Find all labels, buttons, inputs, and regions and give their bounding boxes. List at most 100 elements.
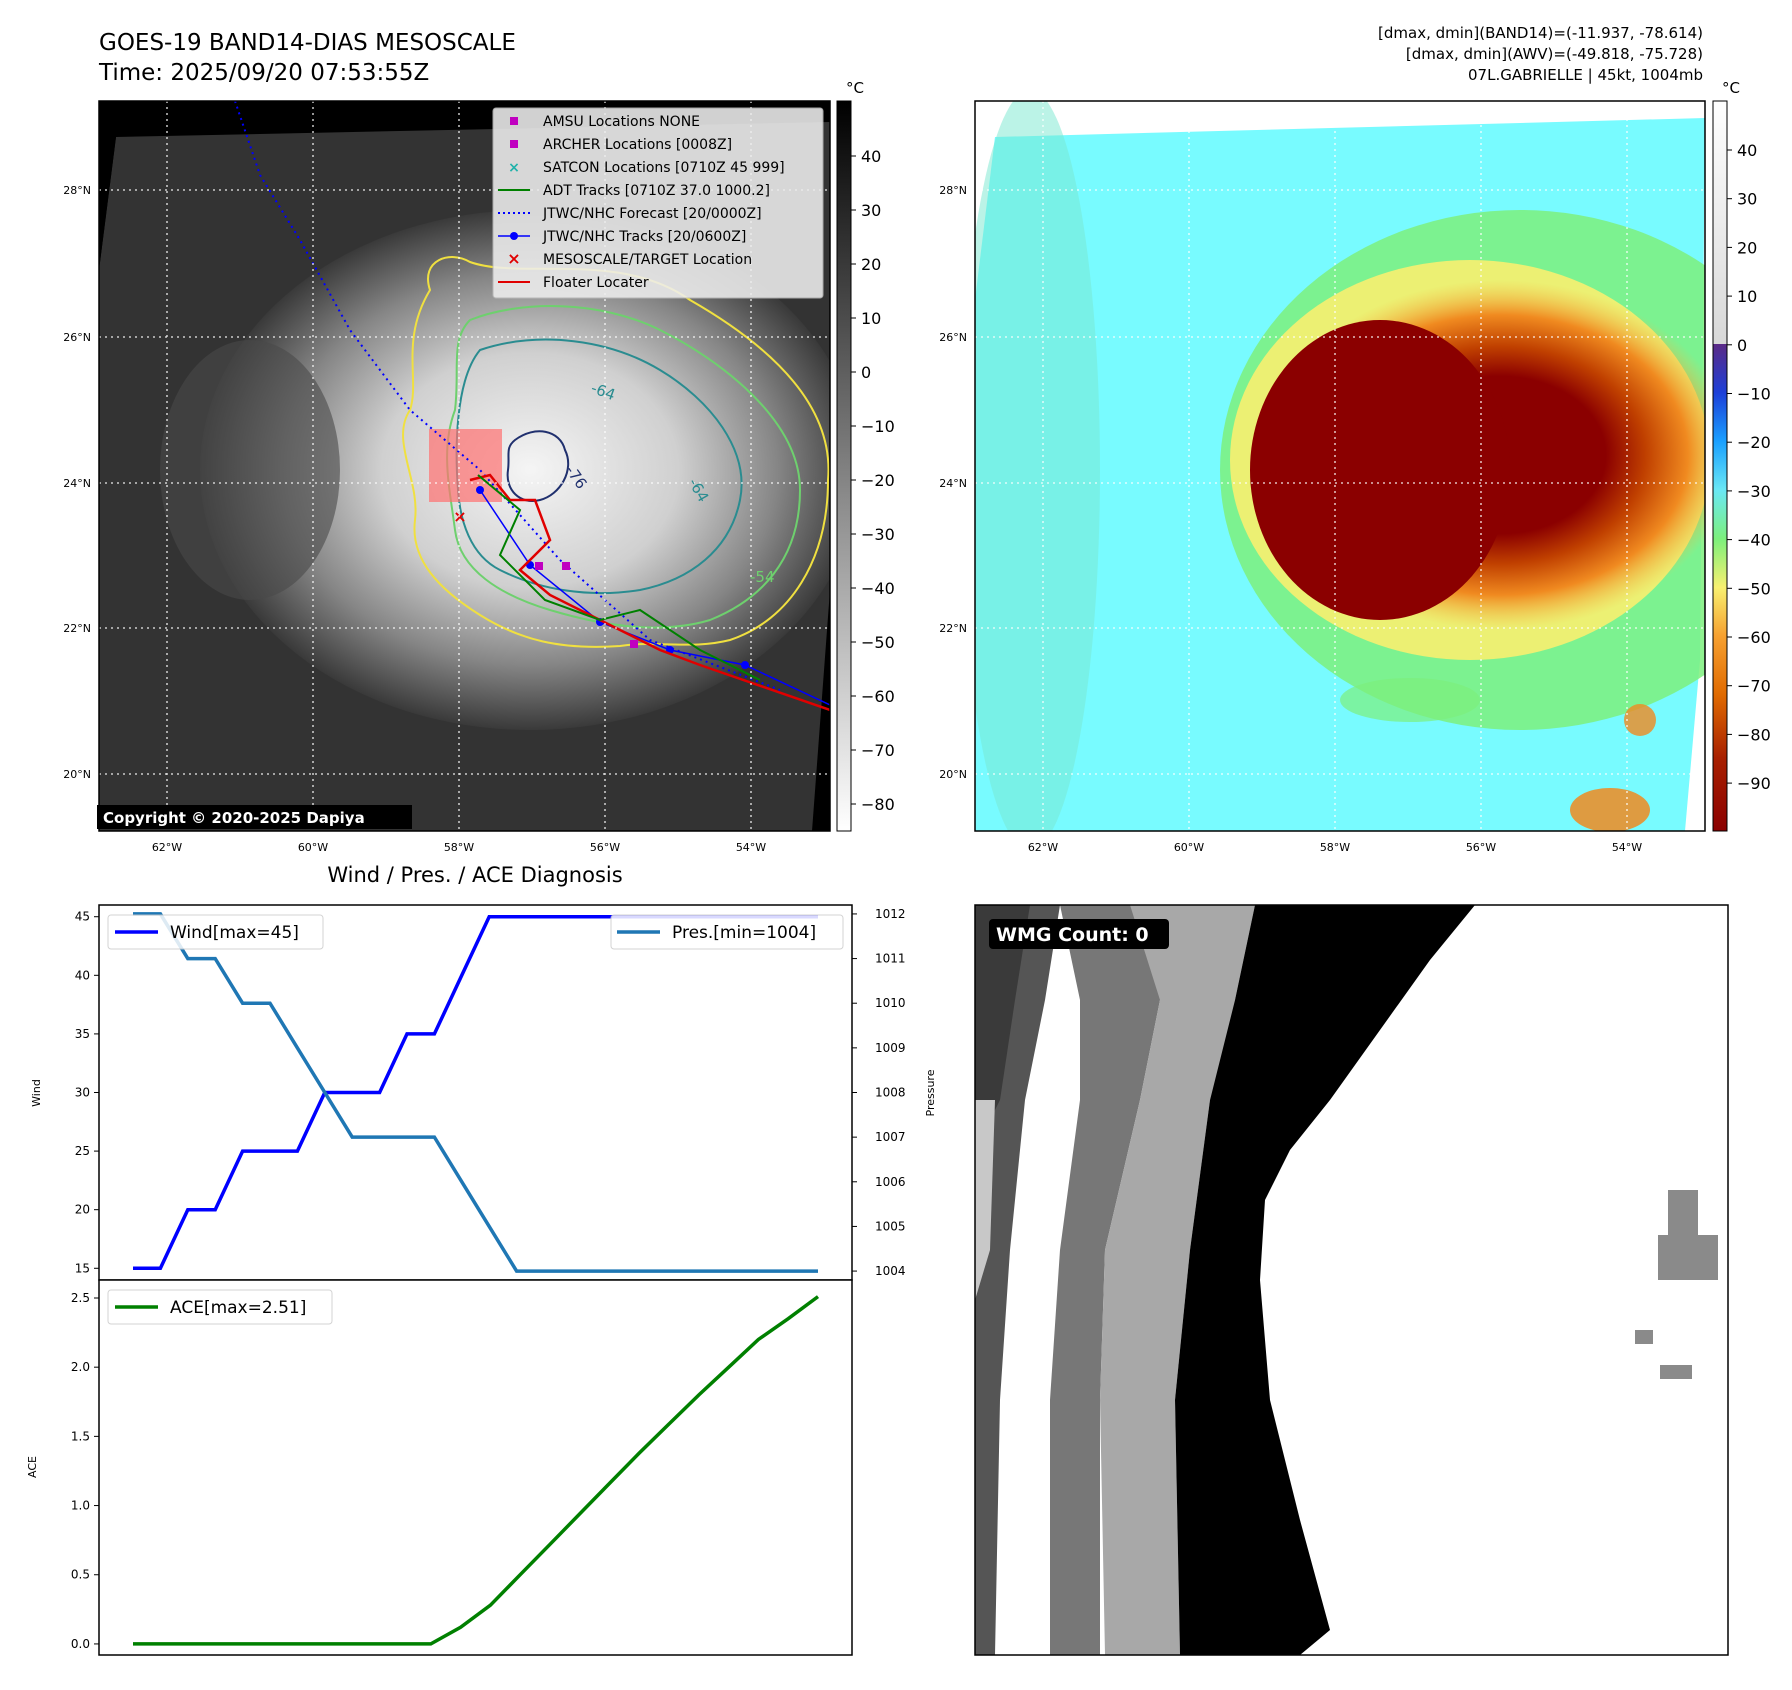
- colorbar-tick: −80: [861, 795, 895, 814]
- colorbar-right: °C 40 30 20 10 0 −10 −20 −30 −40 −50 −60 −70 −80 −90: [1712, 79, 1771, 832]
- forecast-track: [234, 101, 781, 691]
- legend-marker: ×: [508, 160, 520, 176]
- colorbar-tick: −10: [861, 417, 895, 436]
- wind-tick-label: 15: [75, 1261, 90, 1275]
- legend-label: JTWC/NHC Tracks [20/0600Z]: [542, 229, 746, 245]
- legend-label: ADT Tracks [0710Z 37.0 1000.2]: [543, 183, 770, 199]
- map-legend: AMSU Locations NONE ARCHER Locations [00…: [492, 107, 824, 299]
- awv-map: 62°W 60°W 58°W 56°W 54°W 28°N 26°N 24°N …: [939, 100, 1706, 854]
- floater-box: [429, 429, 502, 502]
- wmg-count-box: [989, 919, 1169, 949]
- pressure-axis-label: Pressure: [924, 1069, 937, 1116]
- wind-pressure-chart: 15 20 25 30 35 40 45 1004 1005 1006 1007 1008 1009 1…: [30, 904, 937, 1281]
- ace-tick-label: 0.0: [71, 1637, 90, 1651]
- colorbar-tick: 30: [1737, 190, 1757, 209]
- lon-tick: 58°W: [1320, 841, 1350, 854]
- lat-tick: 28°N: [63, 184, 91, 197]
- lat-tick: 28°N: [939, 184, 967, 197]
- stat-band14: [dmax, dmin](BAND14)=(-11.937, -78.614): [1378, 24, 1703, 42]
- colorbar-tick: −20: [861, 471, 895, 490]
- colorbar-tick: 10: [861, 309, 881, 328]
- pressure-series-line: [133, 912, 818, 1273]
- ace-chart: 0.0 0.5 1.0 1.5 2.0 2.5 ACE ACE[max=2.51]: [26, 1279, 853, 1656]
- best-track: [479, 489, 830, 706]
- ace-legend: ACE[max=2.51]: [107, 1289, 333, 1325]
- colorbar-tick: 0: [861, 363, 871, 382]
- colorbar-tick: 20: [1737, 238, 1757, 257]
- colorbar-tick: −50: [1737, 579, 1771, 598]
- wind-tick-label: 35: [75, 1027, 90, 1041]
- legend-marker: [510, 117, 518, 125]
- copyright: Copyright © 2020-2025 Dapiya: [103, 809, 365, 827]
- colorbar-tick: 30: [861, 201, 881, 220]
- lon-tick: 62°W: [152, 841, 182, 854]
- legend-label: JTWC/NHC Forecast [20/0000Z]: [542, 206, 762, 222]
- pressure-tick-label: 1009: [875, 1041, 906, 1055]
- pressure-tick-label: 1010: [875, 996, 906, 1010]
- wind-tick-label: 20: [75, 1203, 90, 1217]
- colorbar-tick: 40: [861, 147, 881, 166]
- figure-time: Time: 2025/09/20 07:53:55Z: [98, 60, 429, 86]
- pressure-legend-label: Pres.[min=1004]: [672, 923, 816, 943]
- ace-tick-label: 2.0: [71, 1360, 90, 1374]
- lon-tick: 60°W: [298, 841, 328, 854]
- colorbar-tick: −40: [861, 579, 895, 598]
- colorbar-tick: −20: [1737, 433, 1771, 452]
- lon-tick: 54°W: [1612, 841, 1642, 854]
- wind-tick-label: 30: [75, 1086, 90, 1100]
- wmg-count-label: WMG Count: 0: [996, 924, 1149, 946]
- wmg-panel: WMG Count: 0: [974, 904, 1729, 1656]
- ace-tick-label: 0.5: [71, 1568, 90, 1582]
- storm-info: 07L.GABRIELLE | 45kt, 1004mb: [1468, 66, 1703, 84]
- ace-legend-label: ACE[max=2.51]: [170, 1298, 306, 1318]
- colorbar-tick: −60: [861, 687, 895, 706]
- ace-tick-label: 2.5: [71, 1291, 90, 1305]
- pressure-tick-label: 1006: [875, 1175, 906, 1189]
- lon-tick: 58°W: [444, 841, 474, 854]
- band14-map: × -64 -76 -64 -54 Copyright © 2020-2025 …: [63, 100, 831, 854]
- svg-text:×: ×: [453, 507, 466, 526]
- colorbar-tick: 10: [1737, 287, 1757, 306]
- lat-tick: 26°N: [939, 331, 967, 344]
- lat-tick: 26°N: [63, 331, 91, 344]
- colorbar-tick: −80: [1737, 725, 1771, 744]
- colorbar-tick: −70: [861, 741, 895, 760]
- pressure-tick-label: 1005: [875, 1219, 906, 1233]
- lat-tick: 24°N: [939, 477, 967, 490]
- wind-legend-label: Wind[max=45]: [170, 923, 299, 943]
- colorbar-left: °C 40 30 20 10 0 −10 −20 −30 −40 −50 −60 −70 −80: [836, 79, 895, 832]
- colorbar-tick: −30: [1737, 482, 1771, 501]
- pressure-tick-label: 1011: [875, 952, 906, 966]
- ace-tick-label: 1.5: [71, 1429, 90, 1443]
- colorbar-unit: °C: [846, 79, 864, 97]
- colorbar-tick: −30: [861, 525, 895, 544]
- ace-tick-label: 1.0: [71, 1499, 90, 1513]
- lat-tick: 22°N: [939, 622, 967, 635]
- diagnosis-title: Wind / Pres. / ACE Diagnosis: [327, 863, 622, 887]
- stat-awv: [dmax, dmin](AWV)=(-49.818, -75.728): [1406, 45, 1703, 63]
- lat-tick: 24°N: [63, 477, 91, 490]
- pressure-tick-label: 1007: [875, 1130, 906, 1144]
- wind-axis-label: Wind: [30, 1079, 43, 1107]
- wind-tick-label: 45: [75, 910, 90, 924]
- colorbar-unit: °C: [1722, 79, 1740, 97]
- colorbar-tick: −90: [1737, 774, 1771, 793]
- colorbar-tick: −60: [1737, 628, 1771, 647]
- colorbar-tick: 20: [861, 255, 881, 274]
- pressure-legend: Pres.[min=1004]: [610, 914, 844, 950]
- figure-title: GOES-19 BAND14-DIAS MESOSCALE: [99, 30, 516, 56]
- lon-tick: 56°W: [1466, 841, 1496, 854]
- colorbar-tick: 0: [1737, 336, 1747, 355]
- contour-navy: [506, 430, 570, 502]
- wind-tick-label: 25: [75, 1144, 90, 1158]
- contour-label: -54: [750, 568, 775, 586]
- copyright-box: [97, 805, 412, 829]
- wind-tick-label: 40: [75, 968, 90, 982]
- pressure-tick-label: 1012: [875, 907, 906, 921]
- lon-tick: 56°W: [590, 841, 620, 854]
- legend-label: ARCHER Locations [0008Z]: [543, 137, 732, 153]
- adt-track: [477, 474, 761, 681]
- colorbar-tick: −70: [1737, 677, 1771, 696]
- lon-tick: 62°W: [1028, 841, 1058, 854]
- lat-tick: 20°N: [63, 768, 91, 781]
